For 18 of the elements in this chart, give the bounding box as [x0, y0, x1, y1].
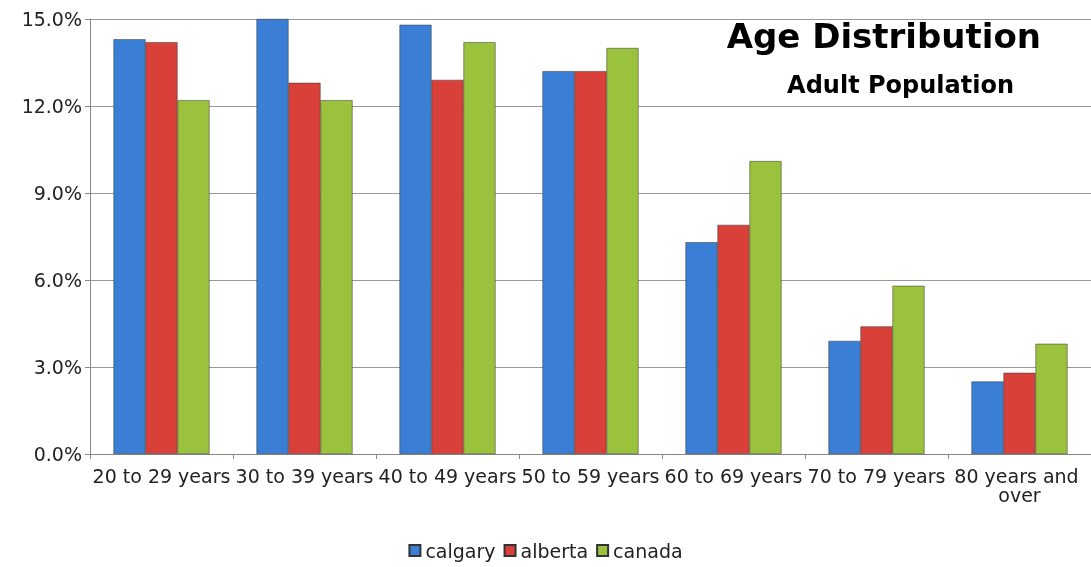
legend-label: calgary [425, 539, 496, 562]
x-tick-label: 70 to 79 years [807, 464, 946, 487]
x-tick-label: 40 to 49 years [378, 464, 517, 487]
y-tick-label: 0.0% [33, 443, 82, 465]
x-tick-label: 50 to 59 years [521, 464, 660, 487]
x-tick-label: 60 to 69 years [664, 464, 803, 487]
legend-label: canada [613, 539, 683, 562]
y-tick-label: 9.0% [33, 182, 82, 204]
x-tick-label: 30 to 39 years [235, 464, 374, 487]
x-tick-label: 80 years and over [954, 464, 1085, 506]
legend-label: alberta [520, 539, 589, 562]
chart-title: Age Distribution [726, 16, 1042, 56]
x-tick-label: 20 to 29 years [92, 464, 231, 487]
y-tick-label: 15.0% [21, 8, 82, 30]
y-tick-label: 6.0% [33, 269, 82, 291]
text: Adult Population [787, 71, 1014, 99]
y-tick-label: 3.0% [33, 356, 82, 378]
y-tick-label: 12.0% [21, 95, 82, 117]
